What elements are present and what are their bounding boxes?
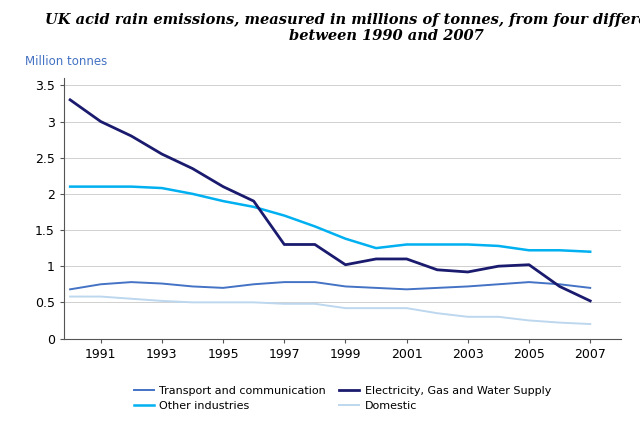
Other industries [311,224,319,229]
Transport and communication [250,282,257,287]
Other industries [97,184,104,189]
Other industries [372,246,380,251]
Transport and communication [280,279,288,285]
Domestic [220,300,227,305]
Domestic [127,296,135,301]
Line: Electricity, Gas and Water Supply: Electricity, Gas and Water Supply [70,100,590,301]
Electricity, Gas and Water Supply [464,270,472,275]
Other industries [189,191,196,197]
Transport and communication [220,285,227,290]
Electricity, Gas and Water Supply [495,263,502,269]
Electricity, Gas and Water Supply [586,298,594,303]
Other industries [67,184,74,189]
Transport and communication [97,282,104,287]
Domestic [158,298,166,303]
Transport and communication [586,285,594,290]
Other industries [433,242,441,247]
Domestic [525,318,533,323]
Line: Other industries: Other industries [70,187,590,252]
Electricity, Gas and Water Supply [67,97,74,102]
Electricity, Gas and Water Supply [372,256,380,262]
Transport and communication [311,279,319,285]
Transport and communication [433,285,441,290]
Transport and communication [189,284,196,289]
Transport and communication [342,284,349,289]
Domestic [342,306,349,311]
Other industries [495,243,502,249]
Text: Million tonnes: Million tonnes [25,55,108,68]
Domestic [556,320,563,325]
Electricity, Gas and Water Supply [280,242,288,247]
Transport and communication [127,279,135,285]
Electricity, Gas and Water Supply [250,198,257,204]
Domestic [495,314,502,319]
Electricity, Gas and Water Supply [220,184,227,189]
Other industries [158,185,166,191]
Electricity, Gas and Water Supply [525,262,533,267]
Electricity, Gas and Water Supply [433,267,441,273]
Domestic [372,306,380,311]
Other industries [403,242,410,247]
Transport and communication [372,285,380,290]
Transport and communication [495,282,502,287]
Domestic [280,301,288,306]
Line: Domestic: Domestic [70,296,590,324]
Domestic [189,300,196,305]
Transport and communication [464,284,472,289]
Electricity, Gas and Water Supply [189,166,196,171]
Other industries [280,213,288,218]
Legend: Transport and communication, Other industries, Electricity, Gas and Water Supply: Transport and communication, Other indus… [134,385,551,411]
Other industries [127,184,135,189]
Electricity, Gas and Water Supply [403,256,410,262]
Transport and communication [67,287,74,292]
Electricity, Gas and Water Supply [158,151,166,157]
Other industries [525,248,533,253]
Text: UK acid rain emissions, measured in millions of tonnes, from four different sect: UK acid rain emissions, measured in mill… [45,13,640,43]
Transport and communication [158,281,166,286]
Domestic [311,301,319,306]
Other industries [464,242,472,247]
Other industries [220,198,227,204]
Domestic [250,300,257,305]
Electricity, Gas and Water Supply [97,119,104,124]
Other industries [342,236,349,241]
Domestic [403,306,410,311]
Domestic [433,311,441,316]
Electricity, Gas and Water Supply [127,133,135,138]
Electricity, Gas and Water Supply [556,284,563,289]
Other industries [556,248,563,253]
Line: Transport and communication: Transport and communication [70,282,590,289]
Domestic [464,314,472,319]
Electricity, Gas and Water Supply [342,262,349,267]
Domestic [586,322,594,327]
Other industries [586,249,594,254]
Electricity, Gas and Water Supply [311,242,319,247]
Other industries [250,204,257,210]
Transport and communication [525,279,533,285]
Domestic [97,294,104,299]
Domestic [67,294,74,299]
Transport and communication [556,282,563,287]
Transport and communication [403,287,410,292]
